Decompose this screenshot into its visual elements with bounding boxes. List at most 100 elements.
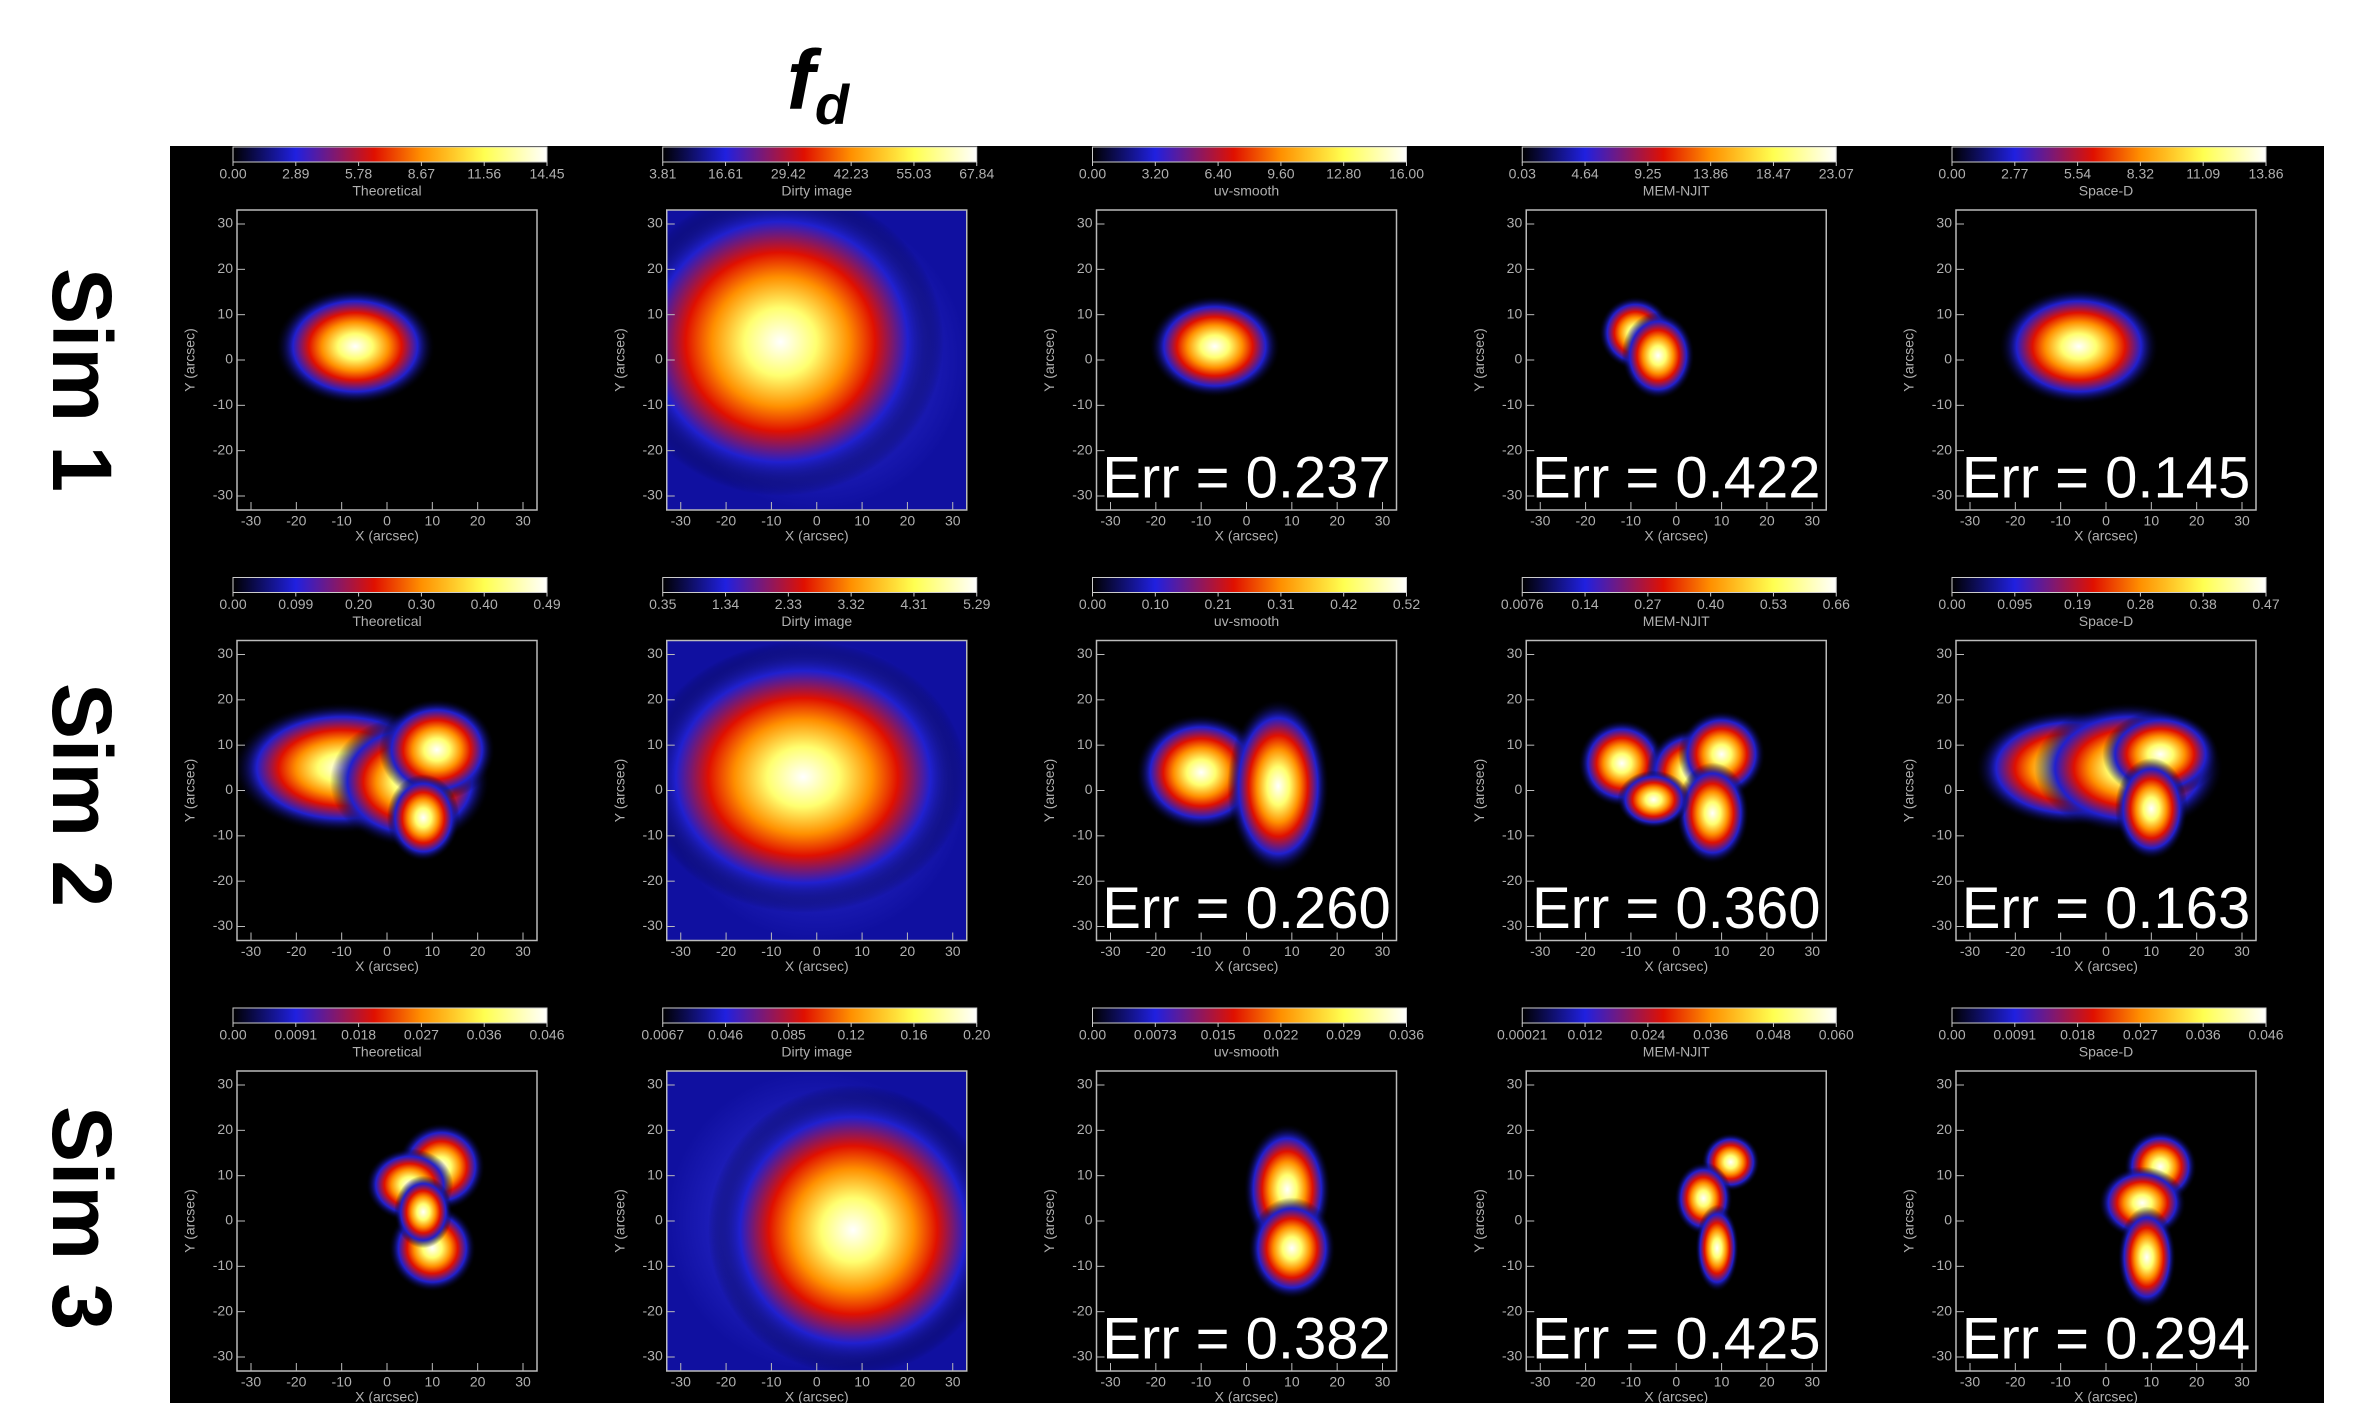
colorbar-tick-label: 0.52 <box>1393 596 1420 612</box>
x-tick-label: -20 <box>2005 943 2025 959</box>
panel-title: Dirty image <box>781 1044 852 1060</box>
y-tick-label: 0 <box>1514 1212 1522 1228</box>
y-tick-label: 20 <box>1077 691 1093 707</box>
x-tick-label: 0 <box>1672 943 1680 959</box>
source-blob <box>1227 699 1329 873</box>
y-tick-label: -30 <box>1932 1348 1952 1364</box>
colorbar-tick-label: 0.19 <box>2064 596 2091 612</box>
y-tick-label: 30 <box>1507 1076 1523 1092</box>
colorbar-tick-label: 13.86 <box>1693 166 1728 182</box>
x-tick-label: -10 <box>2051 513 2071 529</box>
y-tick-label: -30 <box>1072 1348 1092 1364</box>
colorbar-tick-label: 0.060 <box>1819 1027 1854 1043</box>
y-tick-label: -10 <box>1072 1257 1092 1273</box>
x-axis-label: X (arcsec) <box>1644 958 1708 974</box>
x-tick-label: 30 <box>2234 943 2250 959</box>
colorbar <box>1093 578 1407 593</box>
source-blob <box>275 288 435 404</box>
panel-title: Space-D <box>2079 183 2133 199</box>
y-tick-label: 10 <box>1936 1166 1952 1182</box>
x-tick-label: 0 <box>383 943 391 959</box>
x-tick-label: 30 <box>1375 943 1391 959</box>
x-tick-label: -10 <box>2051 1374 2071 1390</box>
y-axis-label: Y (arcsec) <box>1041 759 1057 823</box>
x-tick-label: 20 <box>900 513 916 529</box>
x-tick-label: -20 <box>1146 1374 1166 1390</box>
colorbar-tick-label: 0.00 <box>1938 596 1965 612</box>
colorbar-tick-label: 14.45 <box>529 166 564 182</box>
row-label: Sim 2 <box>35 683 129 907</box>
colorbar <box>1522 1008 1836 1023</box>
source-blob <box>2118 1206 2176 1308</box>
source-blob <box>394 1176 452 1249</box>
row-label: Sim 1 <box>35 268 129 492</box>
colorbar-tick-label: 0.018 <box>2060 1027 2095 1043</box>
x-tick-label: -20 <box>2005 1374 2025 1390</box>
colorbar-tick-label: 11.56 <box>467 166 501 182</box>
y-tick-label: -20 <box>1932 872 1952 888</box>
x-tick-label: -20 <box>716 513 736 529</box>
panel-title: MEM-NJIT <box>1643 1044 1710 1060</box>
colorbar-tick-label: 13.86 <box>2248 166 2283 182</box>
colorbar-tick-label: 0.40 <box>471 596 498 612</box>
y-tick-label: 20 <box>1936 1121 1952 1137</box>
y-tick-label: 0 <box>225 1212 233 1228</box>
x-tick-label: 10 <box>425 1374 441 1390</box>
colorbar <box>663 1008 977 1023</box>
source-blob <box>640 641 966 913</box>
panel-title: Dirty image <box>781 613 852 629</box>
colorbar <box>233 1008 547 1023</box>
colorbar-tick-label: 0.49 <box>533 596 560 612</box>
x-tick-label: 30 <box>515 943 531 959</box>
x-tick-label: -20 <box>286 943 306 959</box>
x-tick-label: 20 <box>1759 1374 1775 1390</box>
x-tick-label: 30 <box>945 513 961 529</box>
y-axis-label: Y (arcsec) <box>182 328 198 392</box>
y-tick-label: 20 <box>1507 260 1523 276</box>
colorbar-tick-label: 2.77 <box>2001 166 2028 182</box>
x-tick-label: 10 <box>2144 1374 2160 1390</box>
colorbar-tick-label: 0.048 <box>1756 1027 1791 1043</box>
y-axis-label: Y (arcsec) <box>1471 759 1487 823</box>
x-tick-label: -10 <box>1191 943 1211 959</box>
colorbar-tick-label: 0.00 <box>1079 166 1106 182</box>
colorbar-tick-label: 0.036 <box>2186 1027 2221 1043</box>
y-tick-label: 10 <box>217 1166 233 1182</box>
x-axis-label: X (arcsec) <box>355 528 419 544</box>
y-tick-label: 0 <box>655 351 663 367</box>
y-tick-label: 30 <box>1077 215 1093 231</box>
x-axis-label: X (arcsec) <box>785 1389 849 1403</box>
x-tick-label: 0 <box>2102 513 2110 529</box>
y-tick-label: -20 <box>1502 441 1522 457</box>
x-axis-label: X (arcsec) <box>2074 958 2138 974</box>
x-tick-label: -30 <box>1530 943 1550 959</box>
y-tick-label: 20 <box>647 691 663 707</box>
x-axis-label: X (arcsec) <box>1215 958 1279 974</box>
x-tick-label: -30 <box>241 943 261 959</box>
colorbar-tick-label: 67.84 <box>959 166 994 182</box>
colorbar-tick-label: 0.099 <box>278 596 313 612</box>
x-tick-label: -10 <box>332 1374 352 1390</box>
x-tick-label: 20 <box>1759 513 1775 529</box>
y-tick-label: 10 <box>1077 1166 1093 1182</box>
y-tick-label: -20 <box>1072 872 1092 888</box>
colorbar-tick-label: 0.30 <box>408 596 435 612</box>
y-tick-label: -30 <box>1072 917 1092 933</box>
y-tick-label: -30 <box>1932 487 1952 503</box>
colorbar-tick-label: 0.31 <box>1267 596 1294 612</box>
x-tick-label: -30 <box>671 1374 691 1390</box>
colorbar <box>1952 1008 2266 1023</box>
y-axis-label: Y (arcsec) <box>1041 1189 1057 1253</box>
colorbar-tick-label: 0.0091 <box>274 1027 317 1043</box>
image <box>237 1071 537 1371</box>
colorbar-tick-label: 16.61 <box>708 166 743 182</box>
x-axis-label: X (arcsec) <box>1644 528 1708 544</box>
colorbar-tick-label: 0.036 <box>1389 1027 1424 1043</box>
y-tick-label: 0 <box>225 351 233 367</box>
y-tick-label: -20 <box>1072 1302 1092 1318</box>
colorbar-tick-label: 0.046 <box>708 1027 743 1043</box>
source-blob <box>1695 1205 1739 1292</box>
y-axis-label: Y (arcsec) <box>1041 328 1057 392</box>
error-label: Err = 0.163 <box>1962 876 2251 941</box>
colorbar-tick-label: 3.20 <box>1142 166 1169 182</box>
